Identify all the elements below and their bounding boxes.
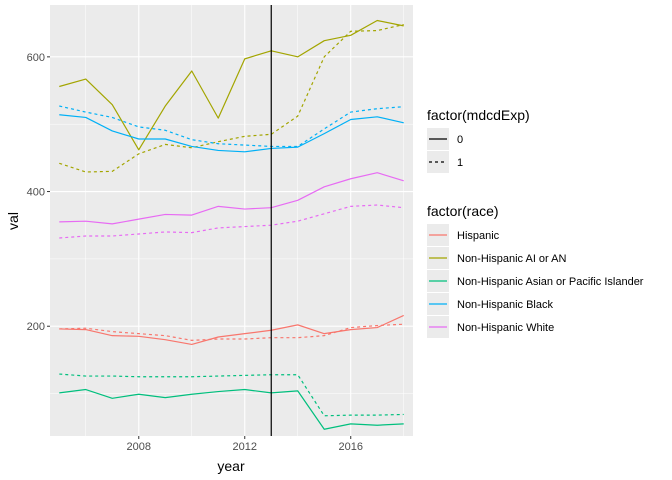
color-legend-label: Non-Hispanic White <box>457 322 554 334</box>
axis-ticks: 2008 2012 2016 200 400 600 <box>27 52 363 453</box>
major-gridlines <box>50 5 413 436</box>
x-tick-label: 2008 <box>127 441 151 453</box>
color-legend-label: Non-Hispanic AI or AN <box>457 253 566 265</box>
series-line <box>59 114 404 153</box>
color-legend-title: factor(race) <box>427 203 499 219</box>
series-line <box>59 323 404 341</box>
color-legend: factor(race) Hispanic Non-Hispanic AI or … <box>427 203 644 338</box>
series-line <box>59 105 404 148</box>
plot-panel <box>50 5 413 436</box>
linetype-legend: factor(mdcdExp) 0 1 <box>427 107 530 173</box>
minor-gridlines <box>50 5 413 436</box>
color-legend-label: Non-Hispanic Asian or Pacific Islander <box>457 276 644 288</box>
x-axis-title: year <box>217 458 245 474</box>
linetype-legend-label: 1 <box>457 157 463 169</box>
y-tick-label: 600 <box>27 52 45 64</box>
y-tick-label: 400 <box>27 187 45 199</box>
series-line <box>59 23 404 173</box>
series-line <box>59 388 404 430</box>
series-line <box>59 204 404 239</box>
series-lines <box>59 19 404 430</box>
linetype-legend-title: factor(mdcdExp) <box>427 107 530 123</box>
x-tick-label: 2012 <box>233 441 257 453</box>
x-tick-label: 2016 <box>338 441 362 453</box>
color-legend-label: Hispanic <box>457 230 500 242</box>
color-legend-label: Non-Hispanic Black <box>457 299 553 311</box>
y-tick-label: 200 <box>27 321 45 333</box>
series-line <box>59 314 404 346</box>
linetype-legend-label: 0 <box>457 134 463 146</box>
series-line <box>59 172 404 225</box>
y-axis-title: val <box>5 212 21 230</box>
